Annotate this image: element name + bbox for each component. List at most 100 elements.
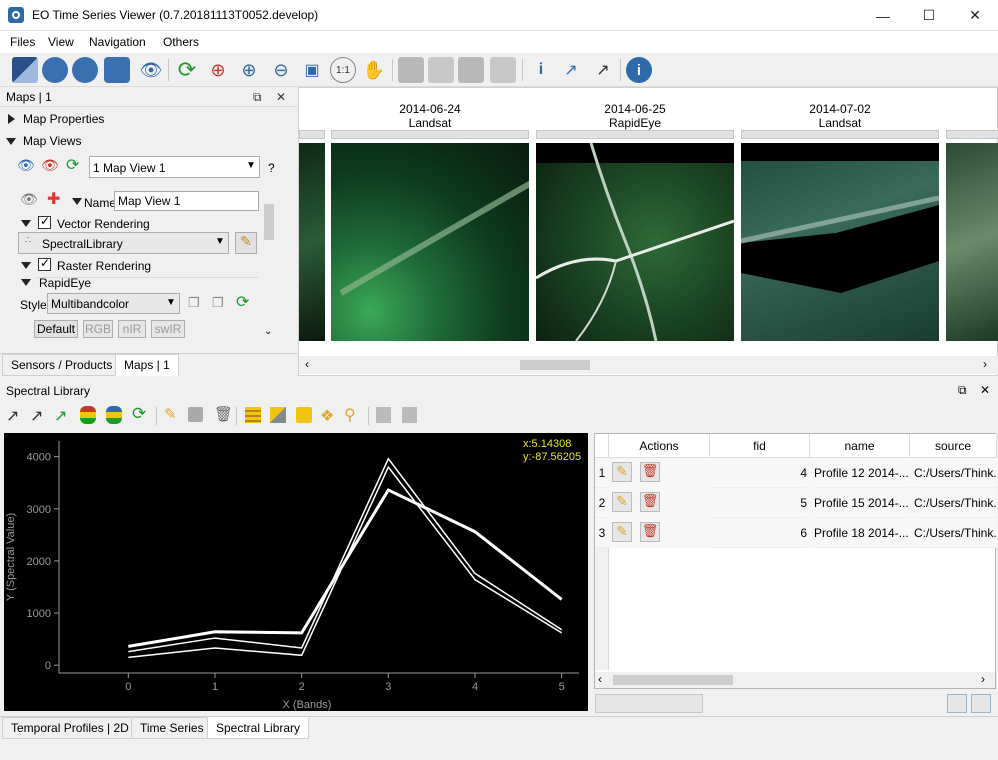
- add-timeseries-icon[interactable]: [12, 57, 38, 83]
- map-view-select[interactable]: 1 Map View 1 ▼: [89, 156, 260, 178]
- copy-style-icon[interactable]: ❐: [188, 295, 200, 310]
- source-cell[interactable]: C:/Users/Think...: [914, 518, 997, 548]
- symbology-icon[interactable]: ✎: [235, 232, 257, 254]
- export-library-icon[interactable]: [106, 406, 122, 424]
- pan-icon[interactable]: ✋: [362, 59, 386, 80]
- add-mapview-icon[interactable]: 👁: [139, 59, 163, 80]
- preset-swir-button[interactable]: swIR: [151, 320, 185, 338]
- remove-images-icon[interactable]: [72, 57, 98, 83]
- maximize-button[interactable]: ☐: [922, 7, 936, 23]
- add-profiles-icon[interactable]: ↗: [30, 408, 44, 425]
- delete-row-icon[interactable]: 🗑: [640, 492, 660, 512]
- delete-row-icon[interactable]: 🗑: [640, 522, 660, 542]
- zoom-out-icon[interactable]: ⊖: [273, 59, 289, 80]
- remove-map-view-icon[interactable]: 👁: [41, 157, 59, 173]
- select-all-icon[interactable]: [245, 407, 261, 423]
- close-button[interactable]: ✕: [969, 7, 981, 23]
- menu-others[interactable]: Others: [163, 35, 200, 49]
- vector-source-select[interactable]: ∴ SpectralLibrary ▼: [18, 232, 229, 254]
- save-edits-icon[interactable]: [188, 407, 203, 422]
- zoom-in-icon[interactable]: ⊕: [241, 59, 257, 80]
- table-view-icon[interactable]: [971, 694, 991, 713]
- menu-view[interactable]: View: [48, 35, 74, 49]
- map-views-scrollbar[interactable]: ⌄: [262, 202, 276, 347]
- table-row[interactable]: 2 ✎ 🗑 5 Profile 15 2014-... C:/Users/Thi…: [595, 488, 997, 518]
- edit-row-icon[interactable]: ✎: [612, 492, 632, 512]
- tab-spectral-library[interactable]: Spectral Library: [207, 717, 310, 739]
- float-icon[interactable]: ⧉: [958, 383, 967, 397]
- column-header-fid[interactable]: fid: [710, 434, 810, 458]
- filter-expression-field[interactable]: [595, 694, 703, 713]
- paste-icon[interactable]: [402, 407, 417, 423]
- menu-navigation[interactable]: Navigation: [89, 35, 146, 49]
- close-icon[interactable]: ✕: [276, 90, 287, 104]
- crosshair-icon[interactable]: ✚: [47, 191, 61, 208]
- map-canvas[interactable]: [741, 143, 939, 341]
- column-header-actions[interactable]: Actions: [609, 434, 710, 458]
- minimize-button[interactable]: —: [876, 7, 890, 24]
- collapse-raster-icon[interactable]: [21, 262, 31, 269]
- add-map-view-icon[interactable]: 👁: [17, 157, 35, 173]
- hide-view-icon[interactable]: 👁: [20, 191, 38, 207]
- collapse-vector-icon[interactable]: [21, 220, 31, 227]
- delete-row-icon[interactable]: 🗑: [640, 462, 660, 482]
- column-header-name[interactable]: name: [810, 434, 910, 458]
- scroll-down-icon[interactable]: ⌄: [264, 326, 273, 337]
- auto-add-icon[interactable]: ↗: [54, 408, 68, 425]
- map-views-label[interactable]: Map Views: [23, 134, 82, 148]
- delete-icon[interactable]: 🗑: [214, 406, 234, 423]
- preset-nir-button[interactable]: nIR: [118, 320, 146, 338]
- scroll-right-icon[interactable]: ›: [981, 672, 985, 686]
- temporal-profile-icon[interactable]: ↗: [596, 62, 610, 79]
- vector-rendering-checkbox[interactable]: [38, 214, 51, 229]
- fid-cell[interactable]: 4: [710, 458, 807, 488]
- paste-style-icon[interactable]: ❐: [212, 295, 224, 310]
- refresh-icon[interactable]: ⟳: [177, 57, 197, 82]
- fid-cell[interactable]: 6: [710, 518, 807, 548]
- dropdown-icon[interactable]: [72, 198, 82, 205]
- collapse-icon[interactable]: [6, 138, 16, 145]
- tab-time-series[interactable]: Time Series: [131, 717, 213, 739]
- expand-icon[interactable]: [8, 114, 15, 124]
- table-row[interactable]: 3 ✎ 🗑 6 Profile 18 2014-... C:/Users/Thi…: [595, 518, 997, 548]
- form-view-icon[interactable]: [947, 694, 967, 713]
- import-library-icon[interactable]: [80, 406, 96, 424]
- source-cell[interactable]: C:/Users/Think...: [914, 458, 997, 488]
- style-select[interactable]: Multibandcolor ▼: [47, 293, 180, 314]
- select-center-icon[interactable]: ⊕: [210, 59, 226, 80]
- zoom-native-icon[interactable]: 1:1: [330, 57, 356, 83]
- name-cell[interactable]: Profile 18 2014-...: [814, 518, 909, 548]
- edit-row-icon[interactable]: ✎: [612, 462, 632, 482]
- tab-maps[interactable]: Maps | 1: [115, 354, 179, 376]
- sync-map-icon[interactable]: [458, 57, 484, 83]
- sync-extent-icon[interactable]: [428, 57, 454, 83]
- spectral-plot[interactable]: 0 1000 2000 3000 4000 0 1 2 3 4 5 X (Bands) Y (Spect…: [4, 433, 588, 711]
- copy-icon[interactable]: [376, 407, 391, 423]
- fid-cell[interactable]: 5: [710, 488, 807, 518]
- close-icon[interactable]: ✕: [980, 383, 991, 397]
- map-canvas-partial[interactable]: [299, 143, 325, 341]
- save-timeseries-icon[interactable]: [104, 57, 130, 83]
- tab-temporal-profiles[interactable]: Temporal Profiles | 2D: [2, 717, 138, 739]
- about-icon[interactable]: i: [626, 57, 652, 83]
- edit-row-icon[interactable]: ✎: [612, 522, 632, 542]
- map-properties-label[interactable]: Map Properties: [23, 112, 105, 126]
- map-grid-icon[interactable]: [490, 57, 516, 83]
- scroll-left-icon[interactable]: ‹: [598, 672, 602, 686]
- refresh-style-icon[interactable]: ⟳: [236, 294, 250, 311]
- scrollbar-thumb[interactable]: [264, 204, 274, 240]
- name-cell[interactable]: Profile 15 2014-...: [814, 488, 909, 518]
- identify-icon[interactable]: i: [538, 61, 544, 78]
- sync-center-icon[interactable]: [398, 57, 424, 83]
- preset-default-button[interactable]: Default: [34, 320, 78, 338]
- add-images-icon[interactable]: [42, 57, 68, 83]
- source-cell[interactable]: C:/Users/Think...: [914, 488, 997, 518]
- zoom-selection-icon[interactable]: ⚲: [344, 407, 356, 424]
- map-canvas-partial[interactable]: [946, 143, 998, 341]
- filter-icon[interactable]: ❖: [320, 408, 335, 425]
- map-canvas[interactable]: [331, 143, 529, 341]
- tab-sensors-products[interactable]: Sensors / Products: [2, 354, 122, 376]
- column-header-source[interactable]: source: [910, 434, 997, 458]
- add-profile-icon[interactable]: ↗: [6, 408, 20, 425]
- help-button[interactable]: ?: [268, 161, 275, 175]
